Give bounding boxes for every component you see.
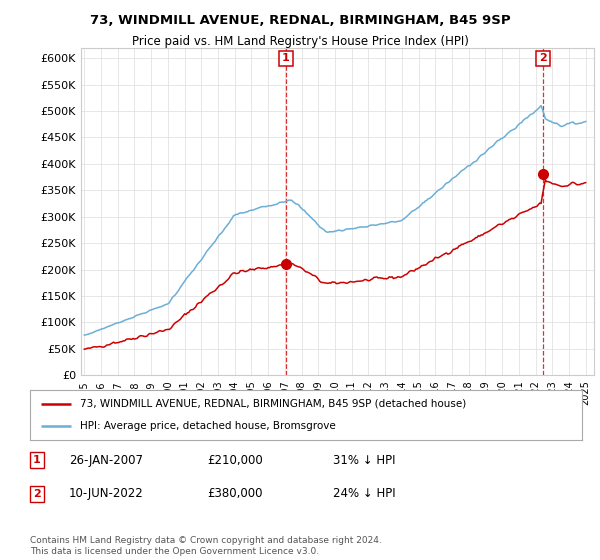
Text: £210,000: £210,000 xyxy=(207,454,263,467)
Text: 73, WINDMILL AVENUE, REDNAL, BIRMINGHAM, B45 9SP: 73, WINDMILL AVENUE, REDNAL, BIRMINGHAM,… xyxy=(89,14,511,27)
Text: 1: 1 xyxy=(33,455,41,465)
Text: 31% ↓ HPI: 31% ↓ HPI xyxy=(333,454,395,467)
Text: Price paid vs. HM Land Registry's House Price Index (HPI): Price paid vs. HM Land Registry's House … xyxy=(131,35,469,48)
Text: 1: 1 xyxy=(282,54,290,63)
Text: Contains HM Land Registry data © Crown copyright and database right 2024.
This d: Contains HM Land Registry data © Crown c… xyxy=(30,536,382,556)
Text: 26-JAN-2007: 26-JAN-2007 xyxy=(69,454,143,467)
Text: 10-JUN-2022: 10-JUN-2022 xyxy=(69,487,144,501)
Text: HPI: Average price, detached house, Bromsgrove: HPI: Average price, detached house, Brom… xyxy=(80,421,335,431)
Text: 2: 2 xyxy=(539,54,547,63)
Text: £380,000: £380,000 xyxy=(207,487,263,501)
Text: 24% ↓ HPI: 24% ↓ HPI xyxy=(333,487,395,501)
Text: 2: 2 xyxy=(33,489,41,499)
Text: 73, WINDMILL AVENUE, REDNAL, BIRMINGHAM, B45 9SP (detached house): 73, WINDMILL AVENUE, REDNAL, BIRMINGHAM,… xyxy=(80,399,466,409)
